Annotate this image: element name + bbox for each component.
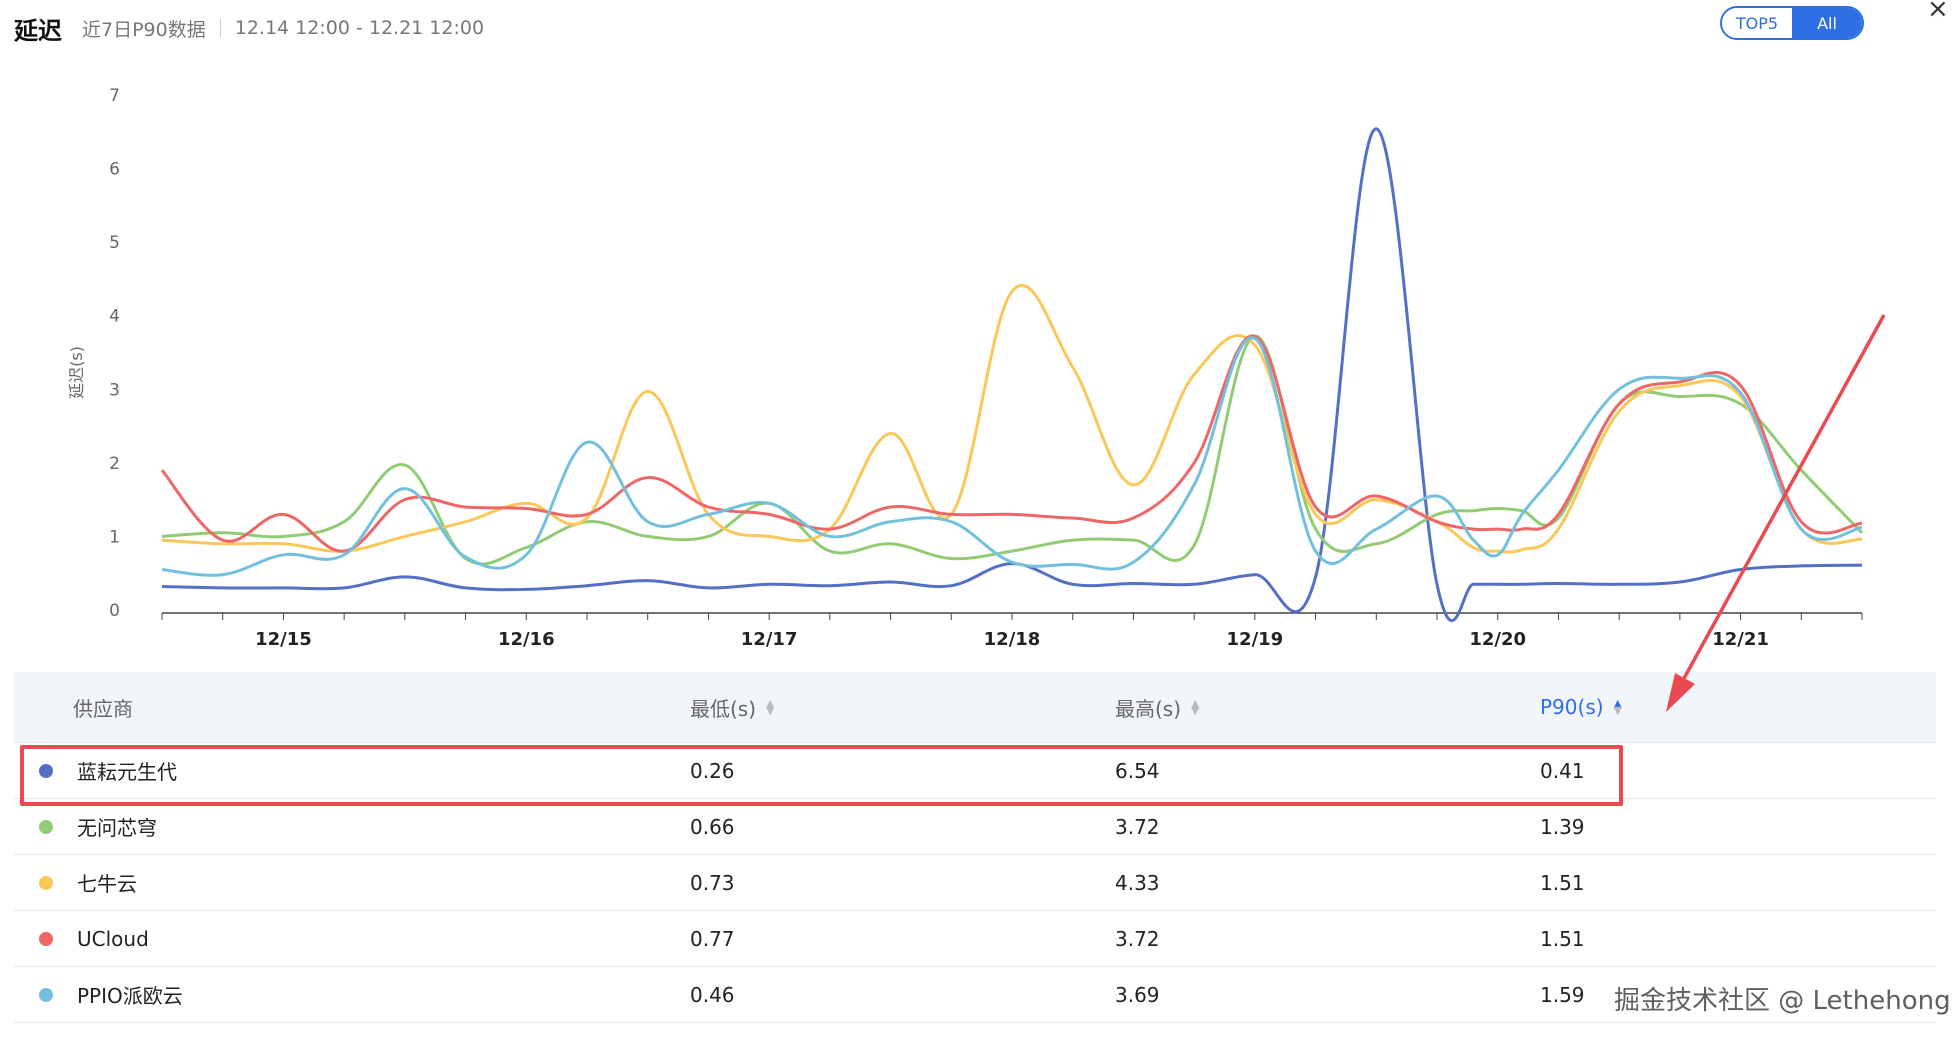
- min-cell: 0.46: [690, 982, 735, 1007]
- header: 延迟 近7日P90数据 12.14 12:00 - 12.21 12:00: [14, 8, 484, 48]
- sort-icon[interactable]: ▲ ▼: [766, 697, 775, 717]
- sort-ascending-icon[interactable]: ▲ ▼: [1613, 697, 1623, 717]
- y-tick-label: 6: [109, 160, 120, 180]
- x-tick-label: 12/17: [741, 629, 798, 650]
- header-min-label: 最低(s): [690, 696, 757, 721]
- series-dot-icon: [39, 987, 53, 1002]
- chart-axes: 12/15 12/16 12/17 12/18 12/19 12/20 12/21 0 1 2 3 4…: [109, 86, 1863, 650]
- p90-cell: 1.59: [1540, 982, 1585, 1007]
- p90-cell: 0.41: [1540, 758, 1585, 783]
- vendor-name: 七牛云: [77, 872, 137, 896]
- max-cell: 4.33: [1115, 870, 1160, 895]
- table-row: 蓝耘元生代 0.26 6.54 0.41: [14, 743, 1936, 799]
- min-cell: 0.26: [690, 758, 735, 783]
- vendor-name: 蓝耘元生代: [77, 760, 177, 784]
- max-cell: 6.54: [1115, 758, 1160, 783]
- x-tick-label: 12/16: [498, 629, 555, 650]
- series-dot-icon: [39, 819, 53, 834]
- vendor-name: 无问芯穹: [77, 816, 157, 840]
- series-line-3: [160, 334, 1863, 553]
- vendor-name: UCloud: [77, 926, 149, 951]
- p90-cell: 1.39: [1540, 814, 1585, 839]
- table-row: UCloud 0.77 3.72 1.51: [14, 911, 1936, 967]
- p90-cell: 1.51: [1540, 926, 1585, 951]
- y-tick-label: 4: [109, 307, 120, 327]
- top-all-toggle[interactable]: TOP5 All: [1720, 6, 1864, 40]
- max-cell: 3.72: [1115, 814, 1160, 839]
- close-icon[interactable]: ×: [1927, 0, 1949, 24]
- header-p90[interactable]: P90(s) ▲ ▼: [1540, 695, 1622, 719]
- header-vendor: 供应商: [73, 693, 133, 722]
- y-tick-label: 2: [109, 454, 120, 474]
- vendor-cell: UCloud: [14, 911, 149, 966]
- toggle-all[interactable]: All: [1792, 8, 1862, 38]
- y-tick-label: 7: [109, 86, 120, 106]
- vendor-cell: 无问芯穹: [14, 799, 157, 854]
- latency-line-chart: 12/15 12/16 12/17 12/18 12/19 12/20 12/21 0 1 2 3 4…: [67, 86, 1864, 650]
- sort-icon[interactable]: ▲ ▼: [1191, 697, 1200, 717]
- series-dot-icon: [39, 875, 53, 890]
- latency-table: 供应商 最低(s) ▲ ▼ 最高(s) ▲ ▼ P90(s) ▲ ▼ 蓝耘元生代 0.2…: [14, 672, 1936, 1023]
- series-line-4: [161, 336, 1863, 577]
- y-tick-label: 0: [109, 601, 120, 621]
- page-subtitle: 近7日P90数据: [82, 18, 206, 41]
- series-line-0: [161, 127, 1863, 623]
- max-cell: 3.69: [1115, 982, 1160, 1007]
- max-cell: 3.72: [1115, 926, 1160, 951]
- header-p90-label: P90(s): [1540, 695, 1604, 719]
- y-tick-label: 1: [109, 527, 120, 547]
- page-title: 延迟: [14, 16, 62, 45]
- series-dot-icon: [39, 931, 53, 946]
- table-row: 七牛云 0.73 4.33 1.51: [14, 855, 1936, 911]
- vendor-cell: 蓝耘元生代: [14, 743, 177, 798]
- vendor-name: PPIO派欧云: [77, 984, 183, 1008]
- vendor-cell: PPIO派欧云: [14, 967, 183, 1022]
- y-axis-label: 延迟(s): [67, 346, 86, 399]
- vendor-cell: 七牛云: [14, 855, 137, 910]
- x-tick-label: 12/21: [1712, 629, 1769, 650]
- chart-series: [160, 127, 1864, 623]
- series-line-2: [161, 283, 1863, 554]
- header-vendor-label: 供应商: [73, 696, 133, 721]
- min-cell: 0.66: [690, 814, 735, 839]
- x-tick-label: 12/20: [1469, 629, 1526, 650]
- min-cell: 0.73: [690, 870, 735, 895]
- table-header: 供应商 最低(s) ▲ ▼ 最高(s) ▲ ▼ P90(s) ▲ ▼: [14, 672, 1936, 743]
- table-body: 蓝耘元生代 0.26 6.54 0.41 无问芯穹 0.66 3.72 1.39 七牛云 0.73…: [14, 743, 1936, 1023]
- series-line-1: [161, 334, 1864, 566]
- y-tick-label: 5: [109, 233, 120, 253]
- table-row: 无问芯穹 0.66 3.72 1.39: [14, 799, 1936, 855]
- watermark: 掘金技术社区 @ Lethehong: [1614, 986, 1951, 1016]
- header-min[interactable]: 最低(s) ▲ ▼: [690, 693, 775, 722]
- header-max-label: 最高(s): [1115, 696, 1182, 721]
- header-max[interactable]: 最高(s) ▲ ▼: [1115, 693, 1200, 722]
- y-tick-label: 3: [109, 380, 120, 400]
- x-tick-label: 12/19: [1227, 629, 1284, 650]
- toggle-top5[interactable]: TOP5: [1722, 8, 1792, 38]
- series-dot-icon: [39, 763, 53, 778]
- x-tick-label: 12/15: [255, 629, 312, 650]
- header-divider: [219, 19, 221, 37]
- x-tick-label: 12/18: [984, 629, 1041, 650]
- time-range: 12.14 12:00 - 12.21 12:00: [234, 17, 485, 39]
- table-row: PPIO派欧云 0.46 3.69 1.59: [14, 967, 1936, 1023]
- p90-cell: 1.51: [1540, 870, 1585, 895]
- min-cell: 0.77: [690, 926, 735, 951]
